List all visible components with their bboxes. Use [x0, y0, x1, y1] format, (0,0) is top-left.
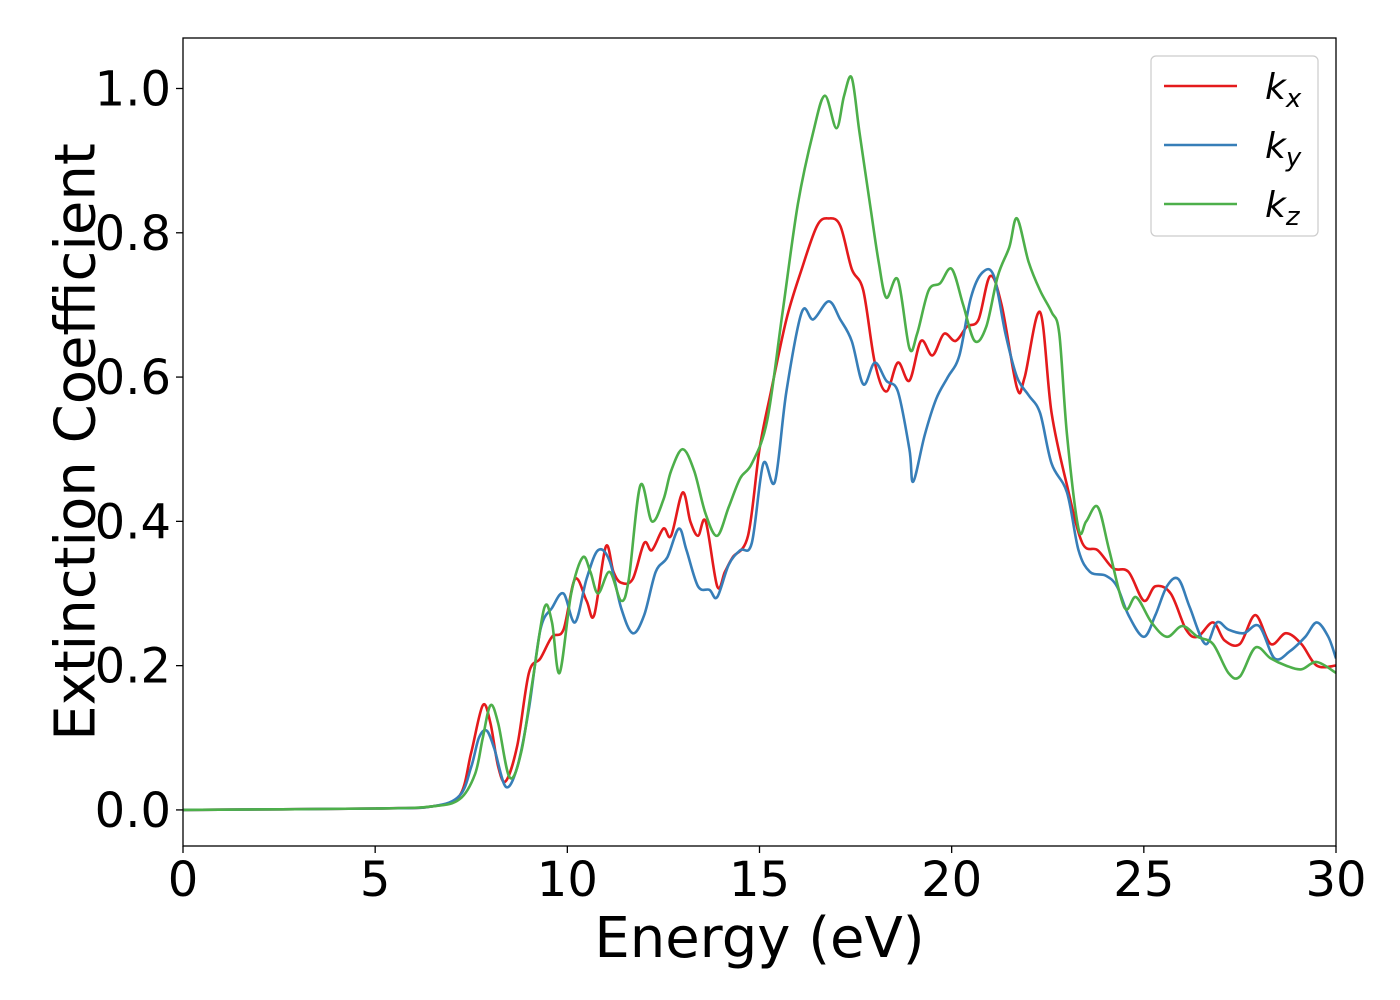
y-tick-label: 0.2	[95, 639, 171, 695]
x-axis: 0 5 10 15 20 25 30	[168, 846, 1367, 908]
y-tick-label: 0.0	[95, 783, 171, 839]
legend-label-k-y: ky	[1265, 126, 1302, 173]
y-tick-label: 0.8	[95, 206, 171, 262]
series-layer	[183, 75, 1336, 812]
x-tick-label: 30	[1305, 852, 1366, 908]
x-tick-label: 0	[168, 852, 199, 908]
series-line-k-x	[183, 217, 1336, 812]
x-tick-label: 10	[537, 852, 598, 908]
y-tick-label: 0.4	[95, 494, 171, 550]
y-axis: 0.0 0.2 0.4 0.6 0.8 1.0	[95, 62, 183, 839]
legend-label-k-x: kx	[1265, 67, 1302, 114]
legend-label-k-z: kz	[1265, 185, 1301, 232]
legend: kx ky kz	[1150, 55, 1319, 237]
y-axis-label: Extinction Coefficient	[44, 143, 109, 741]
x-tick-label: 15	[729, 852, 790, 908]
x-tick-label: 20	[921, 852, 982, 908]
series-line-k-y	[183, 267, 1336, 812]
x-tick-label: 5	[360, 852, 391, 908]
x-tick-label: 25	[1113, 852, 1174, 908]
x-axis-label: Energy (eV)	[594, 906, 924, 971]
y-tick-label: 0.6	[95, 350, 171, 406]
y-tick-label: 1.0	[95, 62, 171, 118]
series-line-k-z	[183, 75, 1336, 812]
